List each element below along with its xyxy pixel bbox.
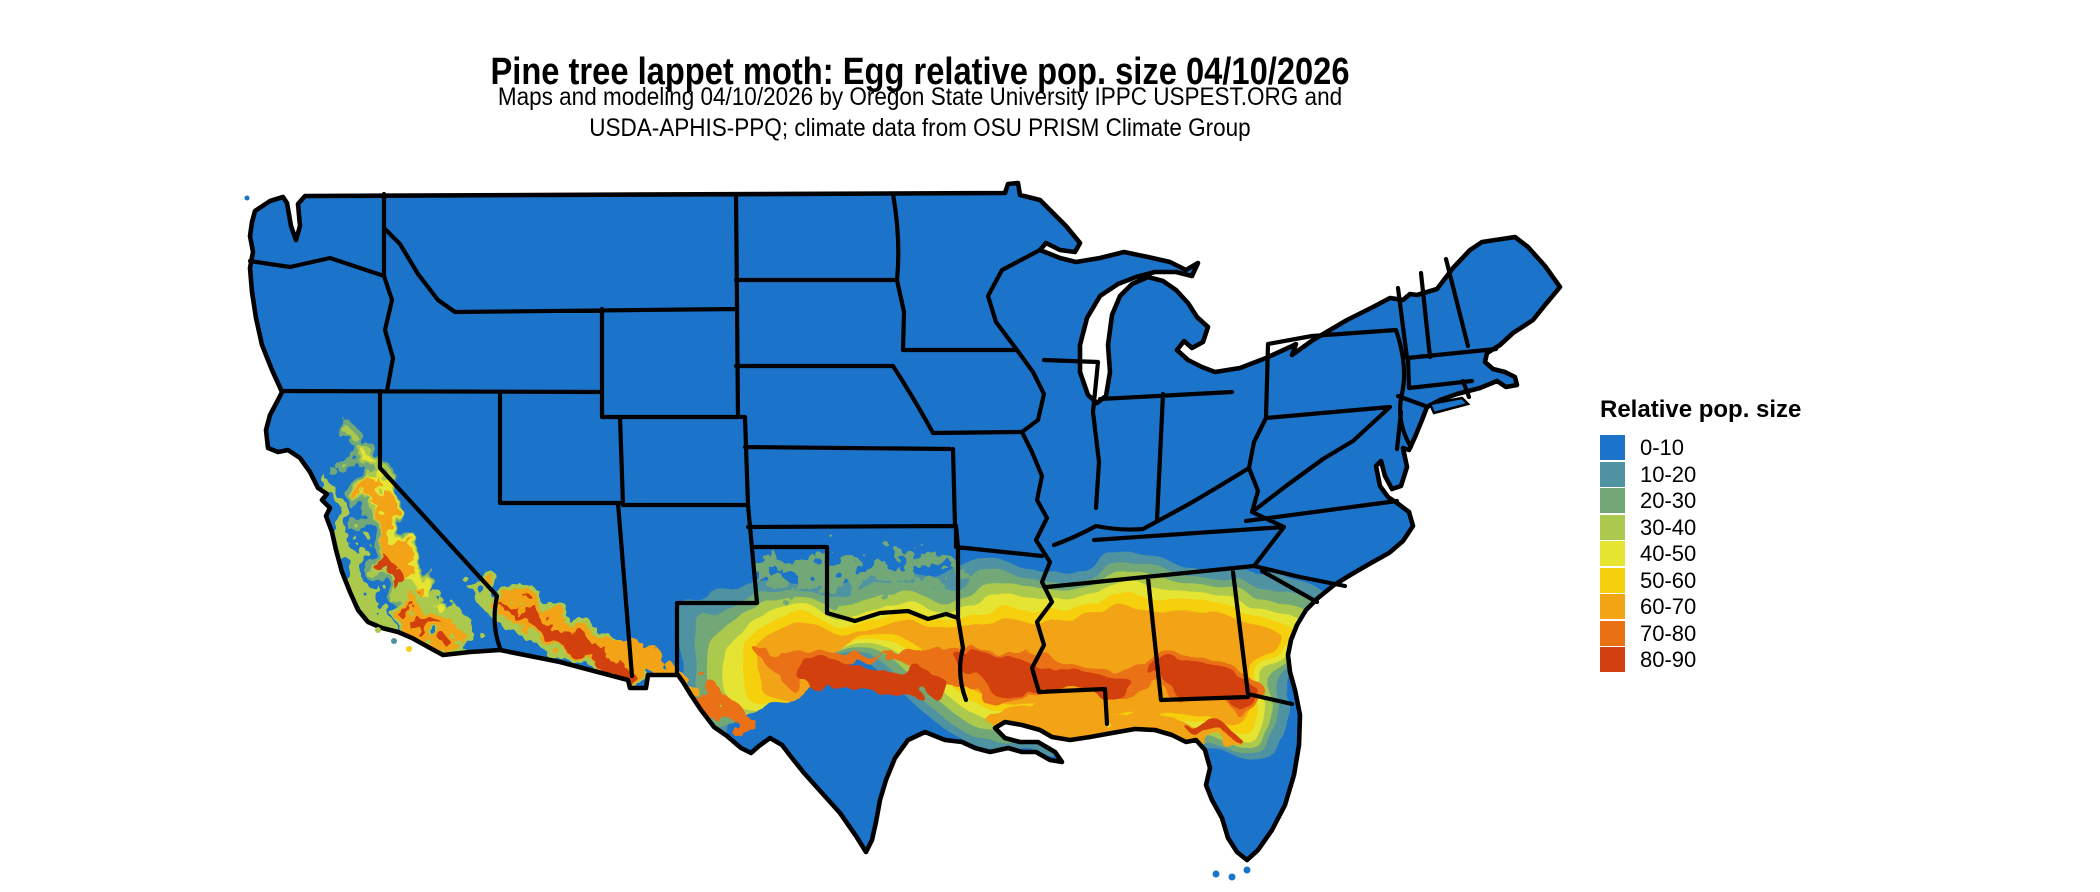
legend-row: 40-50 — [1600, 541, 1801, 566]
subtitle-line-1: Maps and modeling 04/10/2026 by Oregon S… — [497, 83, 1343, 111]
legend-range-label: 50-60 — [1640, 567, 1697, 593]
legend-row: 30-40 — [1600, 514, 1801, 540]
legend-range-label: 20-30 — [1640, 488, 1697, 513]
legend-color-swatch — [1600, 541, 1625, 566]
legend-range-label: 30-40 — [1640, 514, 1697, 540]
legend-range-label: 40-50 — [1640, 541, 1697, 566]
legend-color-swatch — [1600, 435, 1625, 460]
legend-range-label: 0-10 — [1640, 435, 1685, 460]
legend-title: Relative pop. size — [1600, 396, 1802, 423]
legend-row: 10-20 — [1600, 461, 1801, 487]
legend-row: 80-90 — [1600, 647, 1801, 672]
map-legend: Relative pop. size 0-10 10-20 20-30 30-4… — [1600, 396, 1801, 674]
page-title: Pine tree lappet moth: Egg relative pop.… — [490, 51, 1350, 94]
map-fill-layers — [250, 183, 1560, 860]
legend-row: 50-60 — [1600, 567, 1801, 593]
subtitle: Maps and modeling 04/10/2026 by Oregon S… — [92, 82, 1748, 144]
islands — [244, 195, 1471, 881]
legend-range-label: 10-20 — [1640, 461, 1697, 487]
legend-range-label: 60-70 — [1640, 594, 1697, 619]
legend-items: 0-10 10-20 20-30 30-40 40-50 50-60 60-70… — [1600, 435, 1801, 672]
legend-range-label: 80-90 — [1640, 647, 1697, 672]
legend-color-swatch — [1600, 567, 1625, 593]
legend-row: 0-10 — [1600, 435, 1801, 460]
state-borders — [247, 191, 1499, 727]
legend-color-swatch — [1600, 647, 1625, 672]
heat-west-speckles — [327, 428, 960, 731]
legend-row: 20-30 — [1600, 488, 1801, 513]
legend-row: 70-80 — [1600, 620, 1801, 646]
legend-row: 60-70 — [1600, 594, 1801, 619]
legend-color-swatch — [1600, 461, 1625, 487]
legend-range-label: 70-80 — [1640, 620, 1697, 646]
legend-color-swatch — [1600, 594, 1625, 619]
legend-color-swatch — [1600, 514, 1625, 540]
subtitle-line-2: USDA-APHIS-PPQ; climate data from OSU PR… — [589, 114, 1251, 142]
legend-color-swatch — [1600, 620, 1625, 646]
legend-color-swatch — [1600, 488, 1625, 513]
